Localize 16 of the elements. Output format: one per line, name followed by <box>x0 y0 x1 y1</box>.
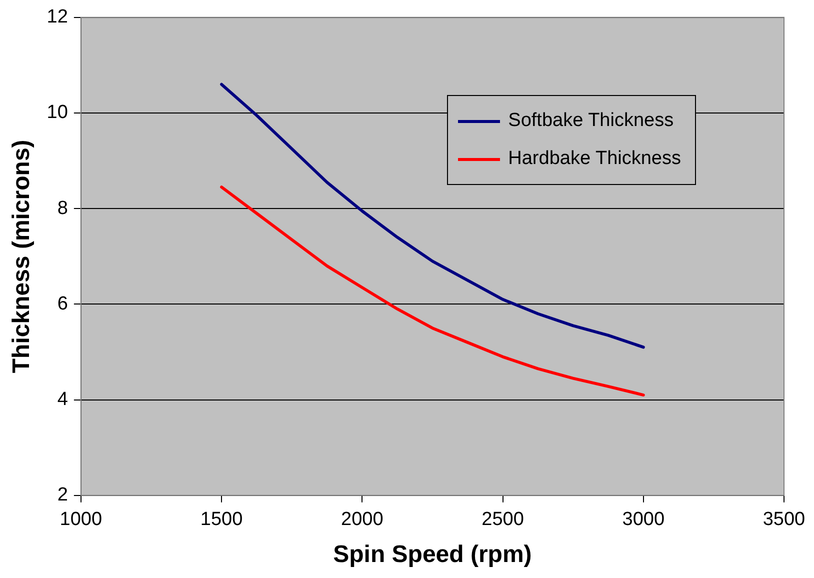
x-tick-label: 1500 <box>200 509 243 530</box>
y-tick-label: 8 <box>57 198 68 219</box>
x-tick-label: 3000 <box>622 509 665 530</box>
y-tick-label: 12 <box>46 6 68 28</box>
x-axis-title: Spin Speed (rpm) <box>333 541 532 568</box>
y-axis-title: Thickness (microns) <box>8 140 36 374</box>
y-tick-label: 6 <box>57 293 68 314</box>
x-tick-label: 2000 <box>341 509 384 530</box>
y-tick-label: 10 <box>46 102 68 124</box>
legend-label: Softbake Thickness <box>508 110 674 132</box>
x-tick-label: 3500 <box>762 509 806 530</box>
y-tick-label: 2 <box>57 484 68 506</box>
x-tick-label: 2500 <box>482 509 524 530</box>
y-tick-label: 4 <box>57 389 68 410</box>
legend-label: Hardbake Thickness <box>508 148 681 170</box>
x-tick-label: 1000 <box>60 509 102 530</box>
